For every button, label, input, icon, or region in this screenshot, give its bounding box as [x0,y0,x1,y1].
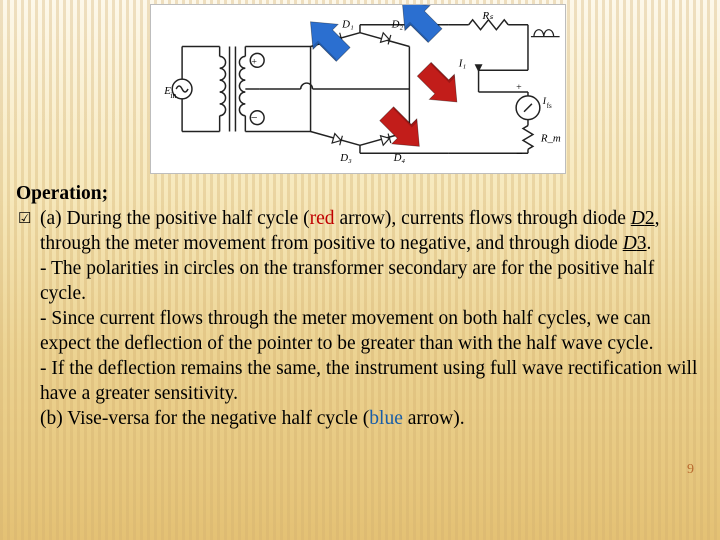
label-rm: R_m [540,132,561,144]
content-block: Operation; ☑ (a) During the positive hal… [16,182,704,432]
a-d2: D [631,208,645,229]
bullet-icon: ☑ [16,207,40,432]
bullet-body: (a) During the positive half cycle (red … [40,207,704,432]
label-ifs-sub: fs [547,103,552,110]
meter-minus: − [516,146,523,160]
label-d1: D₁ [341,19,354,31]
slide: E in + − [0,0,720,540]
a-prefix: (a) During the positive half cycle ( [40,208,310,229]
label-d3: D₃ [339,152,352,164]
polarity-plus: + [251,56,257,67]
a-d2-num: 2 [645,208,655,229]
label-ein-sub: in [170,91,176,100]
a-mid: arrow), currents flows through diode [335,208,631,229]
label-rs: Rₛ [482,10,495,22]
a-d3: D [623,233,637,254]
b-prefix: (b) Vise-versa for the negative half cyc… [40,408,369,429]
para-3: - Since current flows through the meter … [40,307,704,357]
para-2: - The polarities in circles on the trans… [40,257,704,307]
para-b: (b) Vise-versa for the negative half cyc… [40,407,704,432]
waveform-icon [531,30,560,37]
label-d4: D₄ [393,152,406,164]
circuit-diagram: E in + − [150,4,566,174]
page-number: 9 [687,462,694,478]
a-red: red [310,208,335,229]
operation-heading: Operation; [16,182,704,207]
circuit-svg: E in + − [151,5,565,173]
label-d2: D₂ [391,19,404,31]
b-end: arrow). [403,408,465,429]
a-end: . [647,233,652,254]
arrow-blue-1 [297,8,356,67]
polarity-minus: − [251,111,258,125]
meter-plus: + [516,82,522,93]
para-a: (a) During the positive half cycle (red … [40,208,660,254]
para-4: - If the deflection remains the same, th… [40,357,704,407]
label-i1: I₁ [458,57,467,69]
a-d3-num: 3 [637,233,647,254]
b-blue: blue [369,408,403,429]
